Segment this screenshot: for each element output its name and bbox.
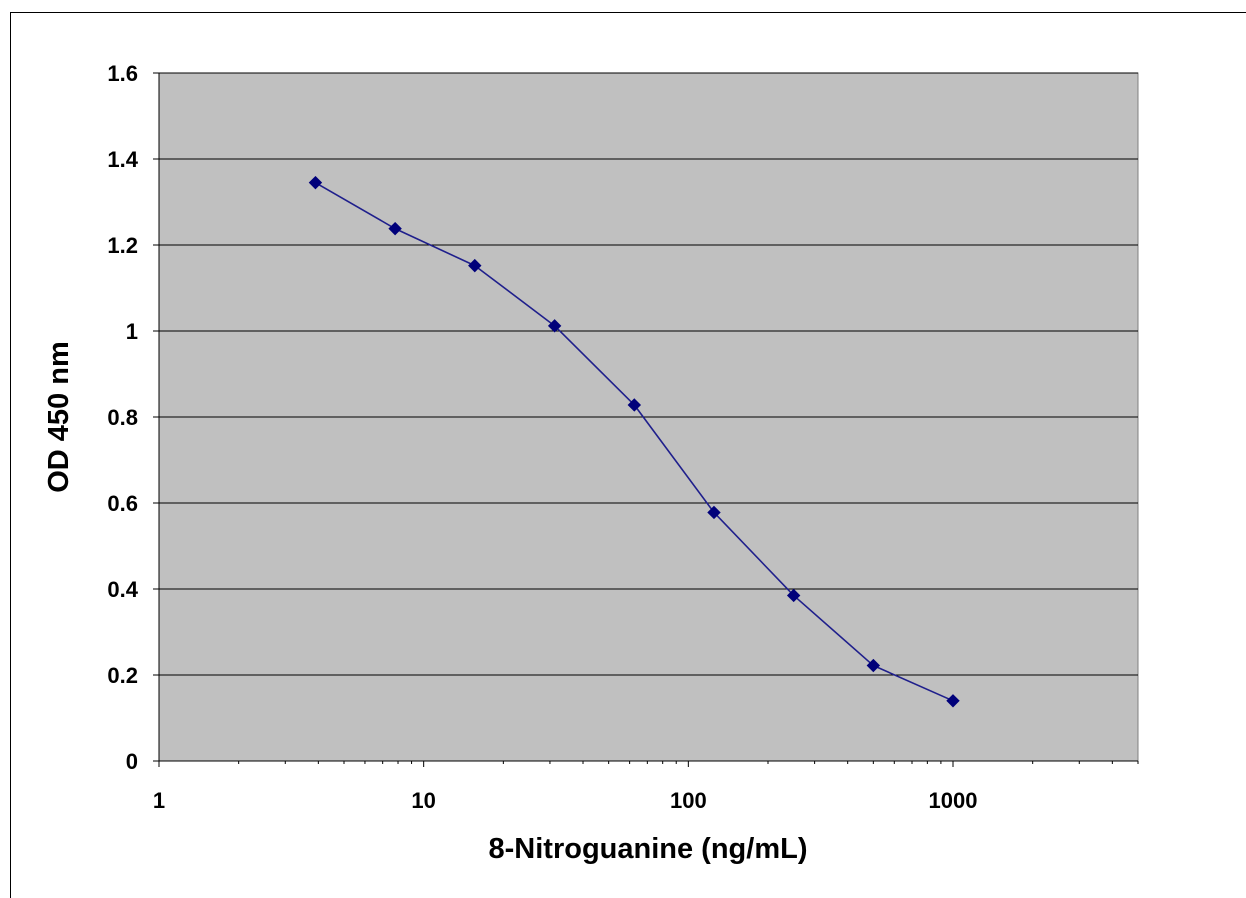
data-point [946, 694, 960, 708]
data-point [627, 398, 642, 412]
x-axis-title: 8-Nitroguanine (ng/mL) [489, 833, 808, 865]
y-tick-label: 1.6 [107, 61, 138, 86]
chart-frame [10, 12, 1246, 898]
data-point [388, 221, 402, 236]
data-point [547, 319, 562, 333]
y-axis-title: OD 450 nm [43, 341, 75, 493]
y-axis-ticks: 0 0.2 0.4 0.6 0.8 1 1.2 1.4 1.6 [107, 61, 159, 774]
y-tick-label: 1.4 [107, 147, 138, 172]
data-series [308, 175, 960, 708]
data-point [308, 175, 323, 190]
y-tick-label: 0.4 [107, 577, 138, 602]
x-tick-label: 100 [670, 788, 707, 813]
x-tick-label: 1 [153, 788, 165, 813]
y-tick-label: 0.8 [107, 405, 138, 430]
y-tick-label: 0.6 [107, 491, 138, 516]
y-tick-label: 0 [126, 749, 138, 774]
y-tick-label: 1 [126, 319, 138, 344]
y-tick-label: 0.2 [107, 663, 138, 688]
data-point [468, 258, 482, 273]
data-point [707, 505, 721, 520]
y-tick-label: 1.2 [107, 233, 138, 258]
x-tick-label: 10 [411, 788, 435, 813]
data-point [786, 588, 801, 603]
data-point [866, 658, 881, 673]
x-tick-label: 1000 [929, 788, 978, 813]
x-axis-ticks: 1 10 100 1000 [153, 761, 1139, 813]
gridlines [159, 72, 1138, 676]
